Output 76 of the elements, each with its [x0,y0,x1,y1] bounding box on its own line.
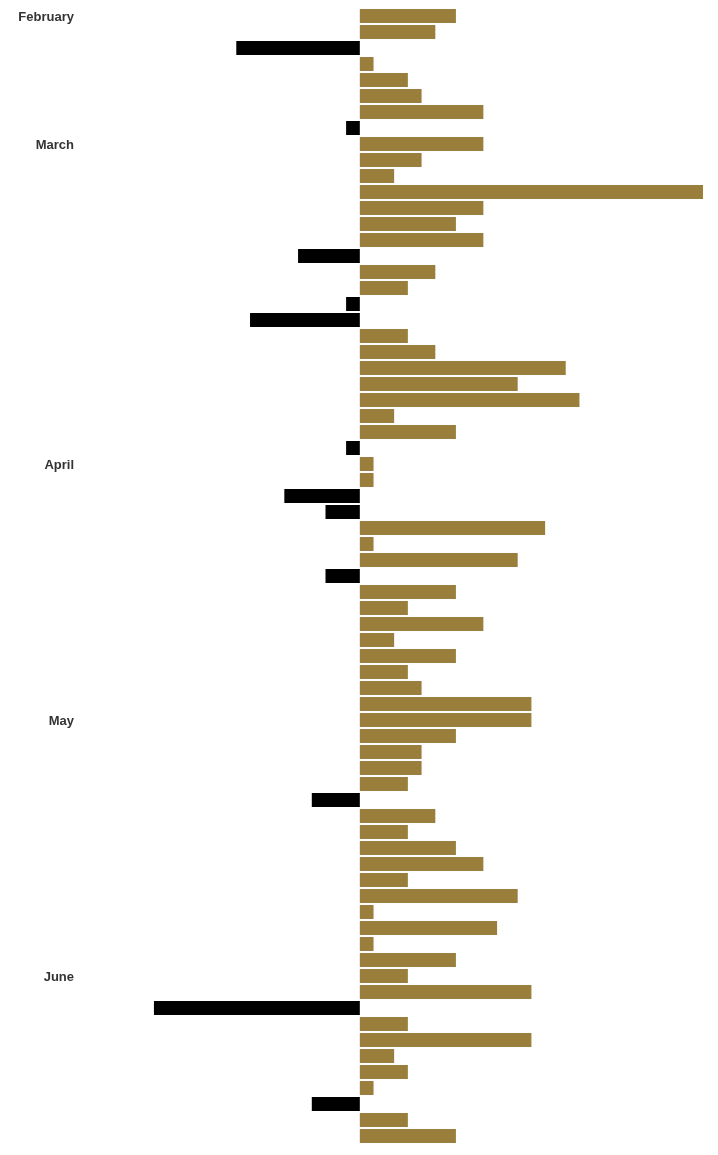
bar [359,1113,408,1127]
bar [359,57,374,71]
bar [359,9,456,23]
bar [359,601,408,615]
bar [359,825,408,839]
bar [346,121,360,135]
bar [359,713,532,727]
bar [359,745,422,759]
bar [359,329,408,343]
bar [359,137,484,151]
bar [359,969,408,983]
bar [359,153,422,167]
bar [298,249,360,263]
bar [346,441,360,455]
bar [359,809,436,823]
bar [359,921,498,935]
bar [359,537,374,551]
bar [359,697,532,711]
bar [359,889,518,903]
y-tick-label: May [48,712,75,728]
bar [359,649,456,663]
y-tick-label: March [35,136,75,152]
bar [359,985,532,999]
y-tick-label: April [44,456,74,472]
bar [359,953,456,967]
bar [359,233,484,247]
bar [359,89,422,103]
bar [359,409,395,423]
bar [359,729,456,743]
bar [359,201,484,215]
bar [359,1081,374,1095]
bar [359,361,566,375]
bar [359,857,484,871]
bar [359,425,456,439]
bar [359,521,546,535]
bar [325,569,360,583]
bar [359,873,408,887]
bar [346,297,360,311]
bar [359,633,395,647]
bar [153,1001,360,1015]
bar [359,185,703,199]
y-tick-label: June [43,968,74,984]
y-tick-label: February [18,8,75,24]
bar [359,1017,408,1031]
bar [359,553,518,567]
bar [359,169,395,183]
bar [359,25,436,39]
bar [250,313,360,327]
bar [359,73,408,87]
bar [311,793,360,807]
bar [359,105,484,119]
bar [359,473,374,487]
bar [359,217,456,231]
bar [359,457,374,471]
bar [359,761,422,775]
bar [359,377,518,391]
bar [359,905,374,919]
bar [359,585,456,599]
bar [236,41,360,55]
bar [359,841,456,855]
bar [359,281,408,295]
bar [359,665,408,679]
bar [325,505,360,519]
bar [359,345,436,359]
bar [359,1129,456,1143]
bar [359,265,436,279]
bar [359,1033,532,1047]
bar [311,1097,360,1111]
bar [359,937,374,951]
bar [359,1049,395,1063]
bar [359,681,422,695]
bar [359,777,408,791]
bar [359,1065,408,1079]
bar [359,617,484,631]
bar [284,489,360,503]
bar [359,393,580,407]
